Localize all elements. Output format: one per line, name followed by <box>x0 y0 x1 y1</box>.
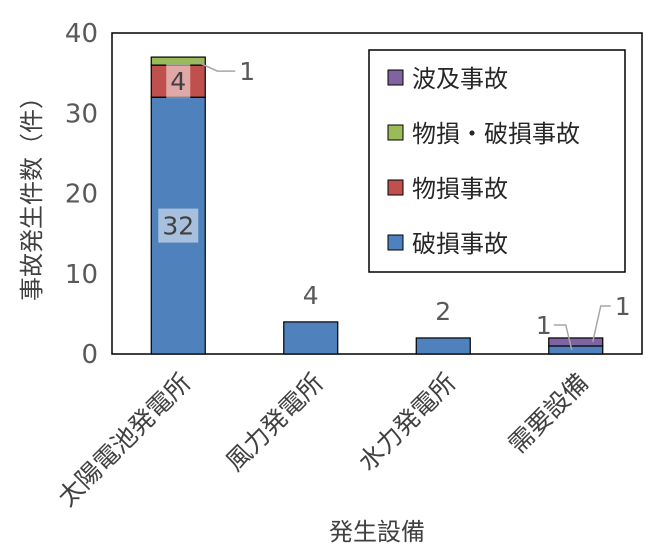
legend-swatch <box>387 69 404 86</box>
data-label: 1 <box>615 292 631 321</box>
data-label-leader-line <box>592 305 611 343</box>
legend-entry-label: 物損・破損事故 <box>412 120 580 148</box>
bar-segment <box>548 345 604 355</box>
bar-segment <box>150 56 206 66</box>
legend-entry-label: 波及事故 <box>412 65 508 93</box>
data-label-leader-line <box>553 324 573 351</box>
y-tick-label: 40 <box>65 19 98 49</box>
legend-box <box>368 49 626 273</box>
plot-area-frame <box>111 32 643 355</box>
data-label-background <box>166 64 191 99</box>
x-category-label: 水力発電所 <box>353 368 462 477</box>
x-category-label: 需要設備 <box>503 368 594 459</box>
bar-segment <box>548 337 604 347</box>
y-tick-label: 10 <box>65 260 98 290</box>
legend-swatch <box>387 124 404 141</box>
data-label-leader-line <box>194 60 236 72</box>
data-label: 2 <box>435 297 451 326</box>
y-tick-label: 30 <box>65 99 98 129</box>
x-category-label: 風力発電所 <box>220 368 329 477</box>
x-axis-title: 発生設備 <box>329 518 425 546</box>
data-label: 1 <box>239 57 255 86</box>
legend-swatch <box>387 179 404 196</box>
y-tick-label: 20 <box>65 180 98 210</box>
data-label: 4 <box>170 67 186 96</box>
data-label: 4 <box>303 281 319 310</box>
x-category-label: 太陽電池発電所 <box>52 368 196 512</box>
legend-entry-label: 破損事故 <box>412 230 508 258</box>
legend-swatch <box>387 234 404 251</box>
legend-entry-label: 物損事故 <box>412 175 508 203</box>
y-tick-label: 0 <box>81 340 98 370</box>
data-label-background <box>158 208 199 243</box>
bar-segment <box>283 321 339 355</box>
bar-segment <box>415 337 471 355</box>
data-label: 1 <box>536 311 552 340</box>
data-label: 32 <box>162 212 194 241</box>
y-axis-title: 事故発生件数（件） <box>18 85 46 301</box>
